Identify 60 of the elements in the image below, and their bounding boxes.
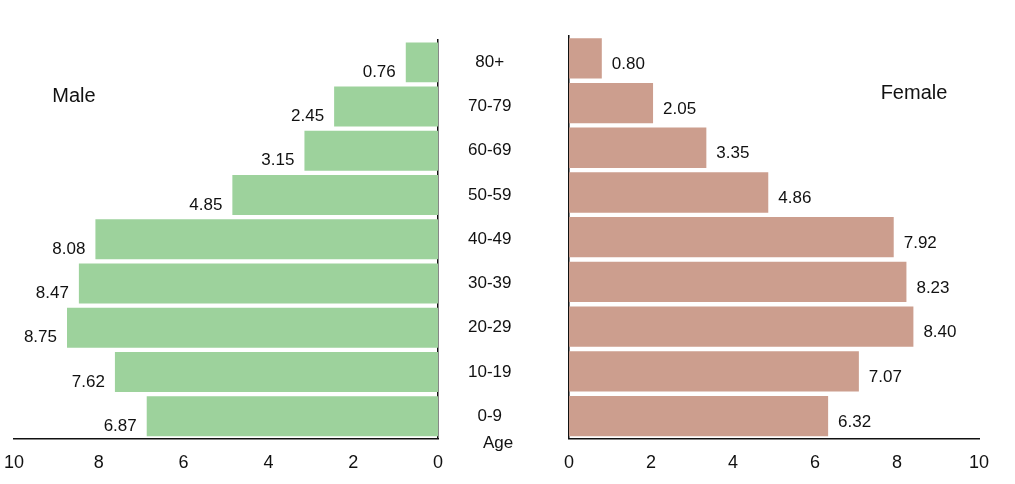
bar <box>569 351 859 392</box>
x-tick-label: 8 <box>891 452 903 473</box>
data-label: 6.87 <box>103 415 137 435</box>
data-label: 7.62 <box>71 371 105 391</box>
y-tick-label: 60-69 <box>468 140 512 160</box>
x-tick-label: 6 <box>178 452 189 473</box>
x-tick-label: 6 <box>809 452 821 473</box>
data-label: 2.45 <box>291 106 325 126</box>
bar <box>569 217 894 258</box>
bar <box>569 82 654 124</box>
bar <box>146 396 438 437</box>
bar <box>78 263 438 304</box>
data-label: 3.35 <box>716 143 750 163</box>
y-tick-label: 80+ <box>475 52 505 72</box>
bar <box>569 38 602 79</box>
x-tick-label: 10 <box>4 452 25 473</box>
x-tick-label: 2 <box>348 452 359 473</box>
y-tick-label: 30-39 <box>468 273 512 293</box>
data-label: 7.07 <box>868 367 902 387</box>
data-label: 8.75 <box>23 327 58 347</box>
bar <box>569 261 907 303</box>
data-label: 6.32 <box>838 411 872 431</box>
bar <box>569 395 829 437</box>
text: Male <box>52 84 96 107</box>
data-label: 8.47 <box>35 283 69 303</box>
bar <box>569 306 914 347</box>
bar <box>95 219 438 260</box>
y-tick-label: 0-9 <box>477 405 503 425</box>
data-label: 3.15 <box>261 150 295 170</box>
data-label: 2.05 <box>663 98 697 118</box>
x-tick-label: 0 <box>432 452 444 473</box>
bar <box>569 127 707 168</box>
x-tick-label: 2 <box>646 452 657 473</box>
bar <box>569 172 769 213</box>
y-tick-label: 40-49 <box>468 228 512 248</box>
data-label: 7.92 <box>903 232 937 252</box>
y-tick-label: 20-29 <box>468 317 512 337</box>
y-tick-label: 50-59 <box>468 184 512 204</box>
data-label: 4.86 <box>778 188 812 208</box>
data-label: 4.85 <box>189 194 223 214</box>
bar <box>232 175 438 215</box>
data-label: 0.76 <box>362 62 396 82</box>
bar <box>334 86 438 127</box>
y-tick-label: 70-79 <box>468 96 512 116</box>
x-tick-label: 4 <box>728 452 739 473</box>
data-label: 8.08 <box>52 238 86 258</box>
x-tick-label: 0 <box>564 452 575 473</box>
bar <box>304 130 438 171</box>
x-tick-label: 10 <box>968 452 990 473</box>
text: Age <box>482 433 514 453</box>
bar <box>114 352 438 392</box>
data-label: 8.40 <box>923 322 957 342</box>
data-label: 8.23 <box>916 277 950 297</box>
x-tick-label: 8 <box>93 452 104 473</box>
data-label: 0.80 <box>611 54 645 74</box>
x-tick-label: 4 <box>263 452 274 473</box>
y-tick-label: 10-19 <box>468 361 512 381</box>
bar <box>67 307 438 348</box>
bar <box>405 42 438 83</box>
text: Female <box>880 80 948 103</box>
